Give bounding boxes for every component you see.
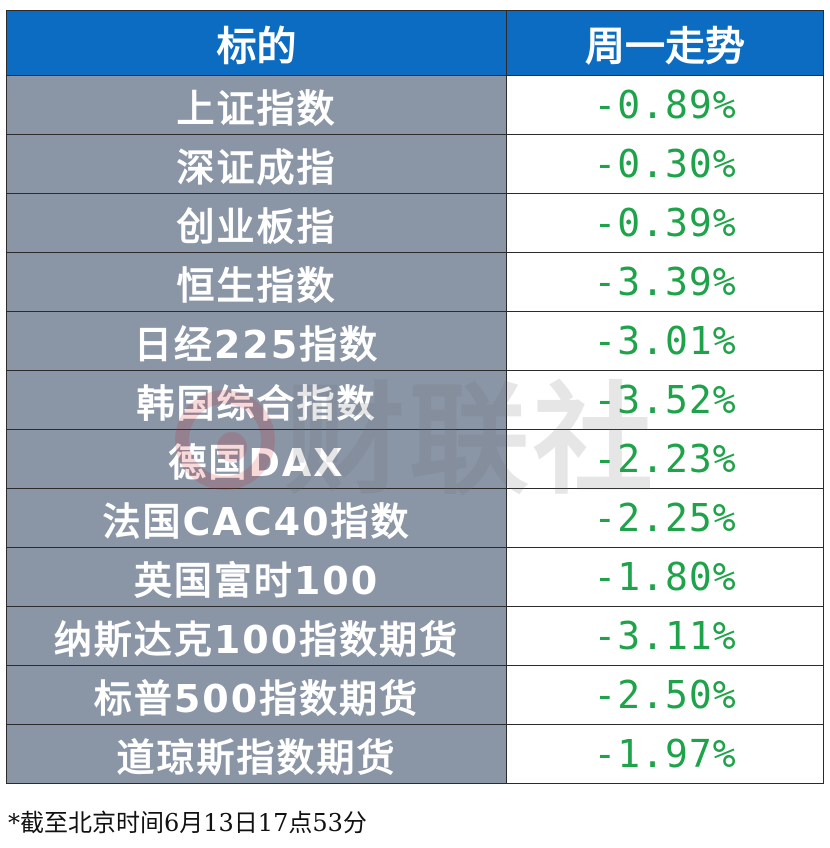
index-change: -1.97% xyxy=(506,724,824,784)
table-row: 道琼斯指数期货 -1.97% xyxy=(6,724,824,784)
index-change: -3.11% xyxy=(506,606,824,666)
table-row: 韩国综合指数 -3.52% xyxy=(6,370,824,430)
index-name: 韩国综合指数 xyxy=(6,370,507,430)
market-table: 标的 周一走势 上证指数 -0.89% 深证成指 -0.30% 创业板指 -0.… xyxy=(6,10,824,784)
header-name: 标的 xyxy=(6,10,507,76)
index-change: -3.52% xyxy=(506,370,824,430)
index-name: 德国DAX xyxy=(6,429,507,489)
index-change: -3.01% xyxy=(506,311,824,371)
table-row: 创业板指 -0.39% xyxy=(6,193,824,253)
footnote: *截至北京时间6月13日17点53分 xyxy=(8,809,367,837)
index-name: 恒生指数 xyxy=(6,252,507,312)
index-change: -1.80% xyxy=(506,547,824,607)
index-change: -0.39% xyxy=(506,193,824,253)
index-change: -2.25% xyxy=(506,488,824,548)
index-name: 日经225指数 xyxy=(6,311,507,371)
index-name: 深证成指 xyxy=(6,134,507,194)
table-row: 恒生指数 -3.39% xyxy=(6,252,824,312)
header-trend: 周一走势 xyxy=(506,10,824,76)
table-row: 纳斯达克100指数期货 -3.11% xyxy=(6,606,824,666)
table-row: 英国富时100 -1.80% xyxy=(6,547,824,607)
index-change: -2.50% xyxy=(506,665,824,725)
table-row: 深证成指 -0.30% xyxy=(6,134,824,194)
table-row: 法国CAC40指数 -2.25% xyxy=(6,488,824,548)
index-change: -0.30% xyxy=(506,134,824,194)
index-name: 上证指数 xyxy=(6,75,507,135)
table-row: 上证指数 -0.89% xyxy=(6,75,824,135)
table-row: 日经225指数 -3.01% xyxy=(6,311,824,371)
index-name: 标普500指数期货 xyxy=(6,665,507,725)
index-change: -0.89% xyxy=(506,75,824,135)
index-change: -2.23% xyxy=(506,429,824,489)
table-header-row: 标的 周一走势 xyxy=(6,10,824,76)
index-name: 英国富时100 xyxy=(6,547,507,607)
index-name: 创业板指 xyxy=(6,193,507,253)
index-change: -3.39% xyxy=(506,252,824,312)
index-name: 道琼斯指数期货 xyxy=(6,724,507,784)
table-row: 标普500指数期货 -2.50% xyxy=(6,665,824,725)
table-row: 德国DAX -2.23% xyxy=(6,429,824,489)
index-name: 纳斯达克100指数期货 xyxy=(6,606,507,666)
index-name: 法国CAC40指数 xyxy=(6,488,507,548)
